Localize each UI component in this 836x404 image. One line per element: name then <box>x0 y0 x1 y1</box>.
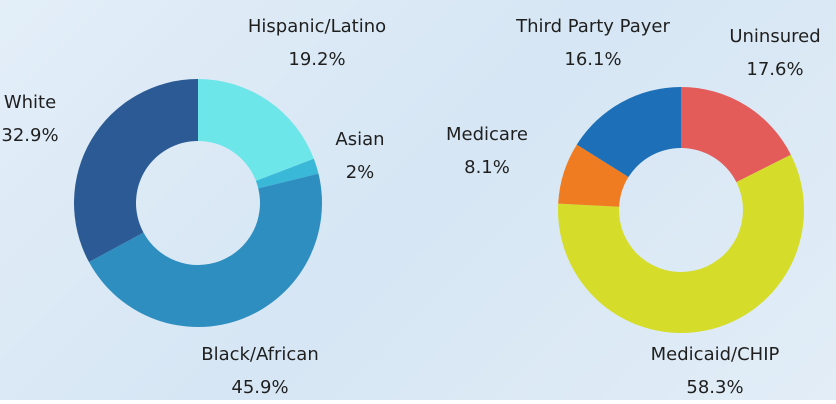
slice-percent: 45.9% <box>231 377 288 398</box>
donut-slice <box>88 173 322 327</box>
slice-name: Third Party Payer <box>515 16 670 37</box>
donut-slice <box>576 87 681 178</box>
slice-name: White <box>4 92 56 113</box>
donut-slice <box>558 144 629 207</box>
slice-name: Hispanic/Latino <box>248 16 386 37</box>
slice-name: Black/African <box>201 344 319 365</box>
slice-percent: 16.1% <box>564 49 621 70</box>
slice-percent: 8.1% <box>464 157 510 178</box>
slice-name: Medicaid/CHIP <box>651 344 780 365</box>
slice-percent: 58.3% <box>686 377 743 398</box>
slice-percent: 32.9% <box>1 125 58 146</box>
slice-name: Medicare <box>446 124 528 145</box>
slice-name: Uninsured <box>729 26 820 47</box>
slice-name: Asian <box>335 129 384 150</box>
donut-slice <box>558 154 805 333</box>
donut-slice <box>198 79 314 181</box>
slice-percent: 19.2% <box>288 49 345 70</box>
donut-slice <box>681 87 791 183</box>
slice-percent: 2% <box>346 162 375 183</box>
donut-slice <box>255 158 319 189</box>
slice-percent: 17.6% <box>746 59 803 80</box>
donut-slice <box>73 78 198 263</box>
